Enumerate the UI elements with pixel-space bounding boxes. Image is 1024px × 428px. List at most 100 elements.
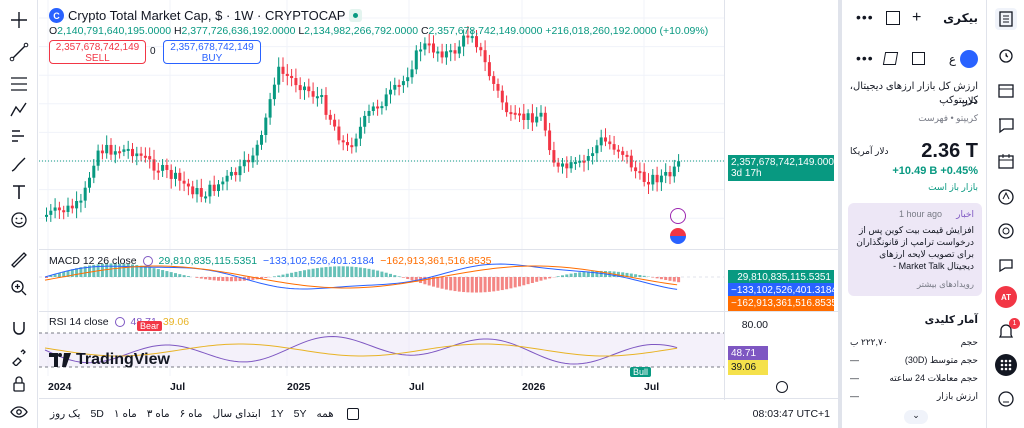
- chat-icon[interactable]: [995, 114, 1017, 136]
- macd-hist-bar: [178, 274, 182, 277]
- more-icon[interactable]: •••: [856, 50, 874, 66]
- macd-hist-bar: [88, 265, 91, 277]
- calendar-icon[interactable]: [346, 407, 359, 420]
- settings-icon[interactable]: [142, 256, 153, 266]
- macd-hist-bar: [432, 277, 435, 287]
- notifications-icon[interactable]: [995, 320, 1017, 342]
- edit-icon[interactable]: [882, 52, 899, 65]
- macd-hist-bar: [105, 263, 109, 277]
- lock-icon[interactable]: [7, 372, 31, 396]
- lightning-event-icon[interactable]: [670, 208, 686, 224]
- candle-body: [217, 184, 220, 192]
- range-3m[interactable]: ۳ ماه: [146, 407, 170, 420]
- crosshair-icon[interactable]: [7, 8, 31, 32]
- emoji-icon[interactable]: [7, 208, 31, 232]
- gear-icon[interactable]: [776, 381, 788, 393]
- text-icon[interactable]: [7, 180, 31, 204]
- macd-hist-bar: [384, 272, 388, 277]
- lock-drawing-icon[interactable]: [7, 344, 31, 368]
- macd-legend[interactable]: MACD 12 26 close 29,810,835,115.5351 −13…: [49, 255, 492, 267]
- clock[interactable]: 08:03:47 UTC+1: [752, 407, 830, 420]
- hotlists-icon[interactable]: [995, 254, 1017, 276]
- macd-hist-bar: [350, 266, 354, 277]
- macd-hist-bar: [556, 276, 560, 277]
- symbol-legend[interactable]: C Crypto Total Market Cap, $ · 1W · CRYP…: [49, 8, 363, 23]
- ideas-icon[interactable]: [995, 186, 1017, 208]
- signal-icon[interactable]: AT: [995, 286, 1017, 308]
- more-icon[interactable]: •••: [856, 9, 874, 25]
- macd-hist-bar: [565, 274, 569, 277]
- layout-icon[interactable]: [886, 11, 900, 25]
- apps-grid-icon[interactable]: [995, 354, 1017, 376]
- alarm-icon[interactable]: [995, 44, 1017, 66]
- range-1d[interactable]: یک روز: [50, 407, 81, 420]
- range-ytd[interactable]: ابتدای سال: [212, 407, 261, 420]
- macd-hist-bar: [496, 277, 500, 291]
- candle-body: [268, 99, 272, 118]
- tradingview-logo[interactable]: TradingView: [49, 351, 170, 369]
- stat-value: ۲۲۲,۷۰ ب: [850, 337, 888, 347]
- macd-hist-bar: [393, 275, 397, 277]
- screener-icon[interactable]: [995, 220, 1017, 242]
- magnet-icon[interactable]: [7, 316, 31, 340]
- help-icon[interactable]: [995, 388, 1017, 410]
- time-tick: Jul: [644, 381, 660, 393]
- chart-canvas[interactable]: [0, 0, 838, 400]
- macd-hist-bar: [371, 269, 375, 277]
- range-6m[interactable]: ۶ ماه: [179, 407, 203, 420]
- eye-icon[interactable]: [7, 400, 31, 424]
- stat-label: حجم معاملات 24 ساعته: [889, 373, 978, 383]
- fib-retracement-icon[interactable]: [7, 72, 31, 96]
- macd-hist-bar: [401, 277, 405, 278]
- us-flag-icon[interactable]: [670, 228, 686, 244]
- symbol-short: ع: [948, 52, 956, 66]
- pane-separator[interactable]: [39, 249, 838, 250]
- time-axis[interactable]: 2024 Jul 2025 Jul 2026 Jul: [39, 376, 724, 398]
- range-5d[interactable]: 5D: [90, 407, 104, 420]
- settings-icon[interactable]: [114, 317, 125, 327]
- candle-body: [539, 112, 543, 117]
- news-card[interactable]: اخبار 1 hour ago افزایش قیمت بیت کوین پس…: [848, 203, 982, 296]
- brush-icon[interactable]: [7, 152, 31, 176]
- news-more[interactable]: رویدادهای بیشتر: [916, 279, 974, 289]
- grid-icon[interactable]: [912, 52, 925, 65]
- add-symbol-icon[interactable]: +: [912, 9, 922, 26]
- range-1m[interactable]: ۱ ماه: [113, 407, 137, 420]
- macd-hist-bar: [625, 272, 629, 277]
- candle-body: [199, 188, 203, 197]
- price-axis[interactable]: [724, 0, 838, 400]
- chevron-down-icon[interactable]: ⌄: [904, 410, 928, 424]
- macd-hist-bar: [66, 270, 70, 277]
- macd-hist-bar: [668, 277, 672, 281]
- buy-button[interactable]: 2,357,678,742,149 BUY: [163, 40, 261, 64]
- ruler-icon[interactable]: [7, 248, 31, 272]
- range-1y[interactable]: 1Y: [270, 407, 284, 420]
- pattern-icon[interactable]: [7, 98, 31, 122]
- zoom-in-icon[interactable]: [7, 276, 31, 300]
- rsi-legend[interactable]: RSI 14 close 48.71 39.06: [49, 316, 189, 328]
- candle-body: [182, 180, 186, 184]
- trend-line-icon[interactable]: [7, 40, 31, 64]
- rsi-value-2: 39.06: [162, 316, 190, 328]
- calendar-icon[interactable]: [995, 150, 1017, 172]
- candle-body: [561, 163, 564, 167]
- data-window-icon[interactable]: [995, 80, 1017, 102]
- candle-body: [393, 84, 397, 90]
- forecast-icon[interactable]: [7, 124, 31, 148]
- macd-hist-bar: [457, 277, 461, 292]
- range-5y[interactable]: 5Y: [293, 407, 307, 420]
- candle-body: [49, 210, 53, 215]
- candle-body: [548, 130, 552, 151]
- watchlist-title[interactable]: بیکری: [943, 11, 978, 25]
- candle-body: [427, 43, 431, 46]
- macd-value-2: −133,102,526,401.3184: [263, 255, 375, 267]
- range-all[interactable]: همه: [316, 407, 334, 420]
- macd-hist-bar: [444, 277, 448, 290]
- pane-separator[interactable]: [39, 311, 838, 312]
- sell-button[interactable]: 2,357,678,742,149 SELL: [49, 40, 146, 64]
- macd-hist-bar: [260, 277, 263, 279]
- macd-hist-bar: [204, 277, 208, 280]
- macd-hist-bar: [131, 264, 134, 277]
- watchlist-icon[interactable]: [995, 8, 1017, 30]
- candle-body: [122, 149, 126, 152]
